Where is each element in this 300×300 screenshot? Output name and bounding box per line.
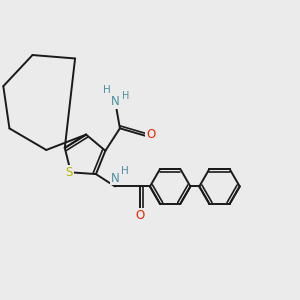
Text: O: O	[135, 209, 145, 222]
Text: H: H	[122, 91, 130, 100]
Text: N: N	[111, 172, 119, 184]
Text: H: H	[103, 85, 111, 95]
Text: N: N	[111, 95, 120, 108]
Text: H: H	[121, 166, 128, 176]
Text: S: S	[66, 166, 73, 179]
Text: O: O	[146, 128, 155, 141]
